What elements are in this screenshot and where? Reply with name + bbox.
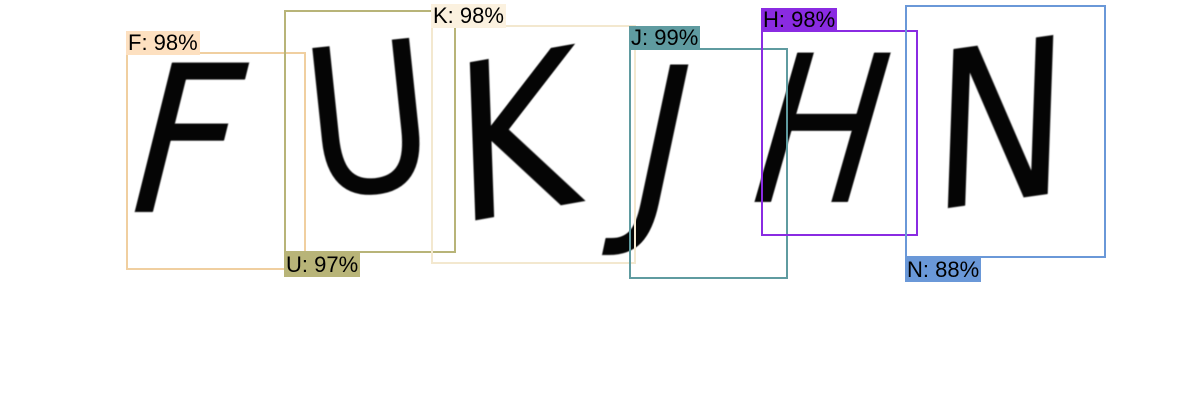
label-n: N: 88% xyxy=(905,257,982,282)
bbox-f xyxy=(126,52,306,270)
bbox-j xyxy=(629,48,788,279)
label-f: F: 98% xyxy=(126,30,200,55)
bbox-u xyxy=(284,10,456,253)
label-k: K: 98% xyxy=(431,3,506,28)
label-u: U: 97% xyxy=(284,252,361,277)
bbox-h xyxy=(761,30,918,236)
label-j: J: 99% xyxy=(629,25,701,50)
bbox-n xyxy=(905,5,1106,258)
bbox-k xyxy=(431,25,636,264)
label-h: H: 98% xyxy=(761,7,838,32)
